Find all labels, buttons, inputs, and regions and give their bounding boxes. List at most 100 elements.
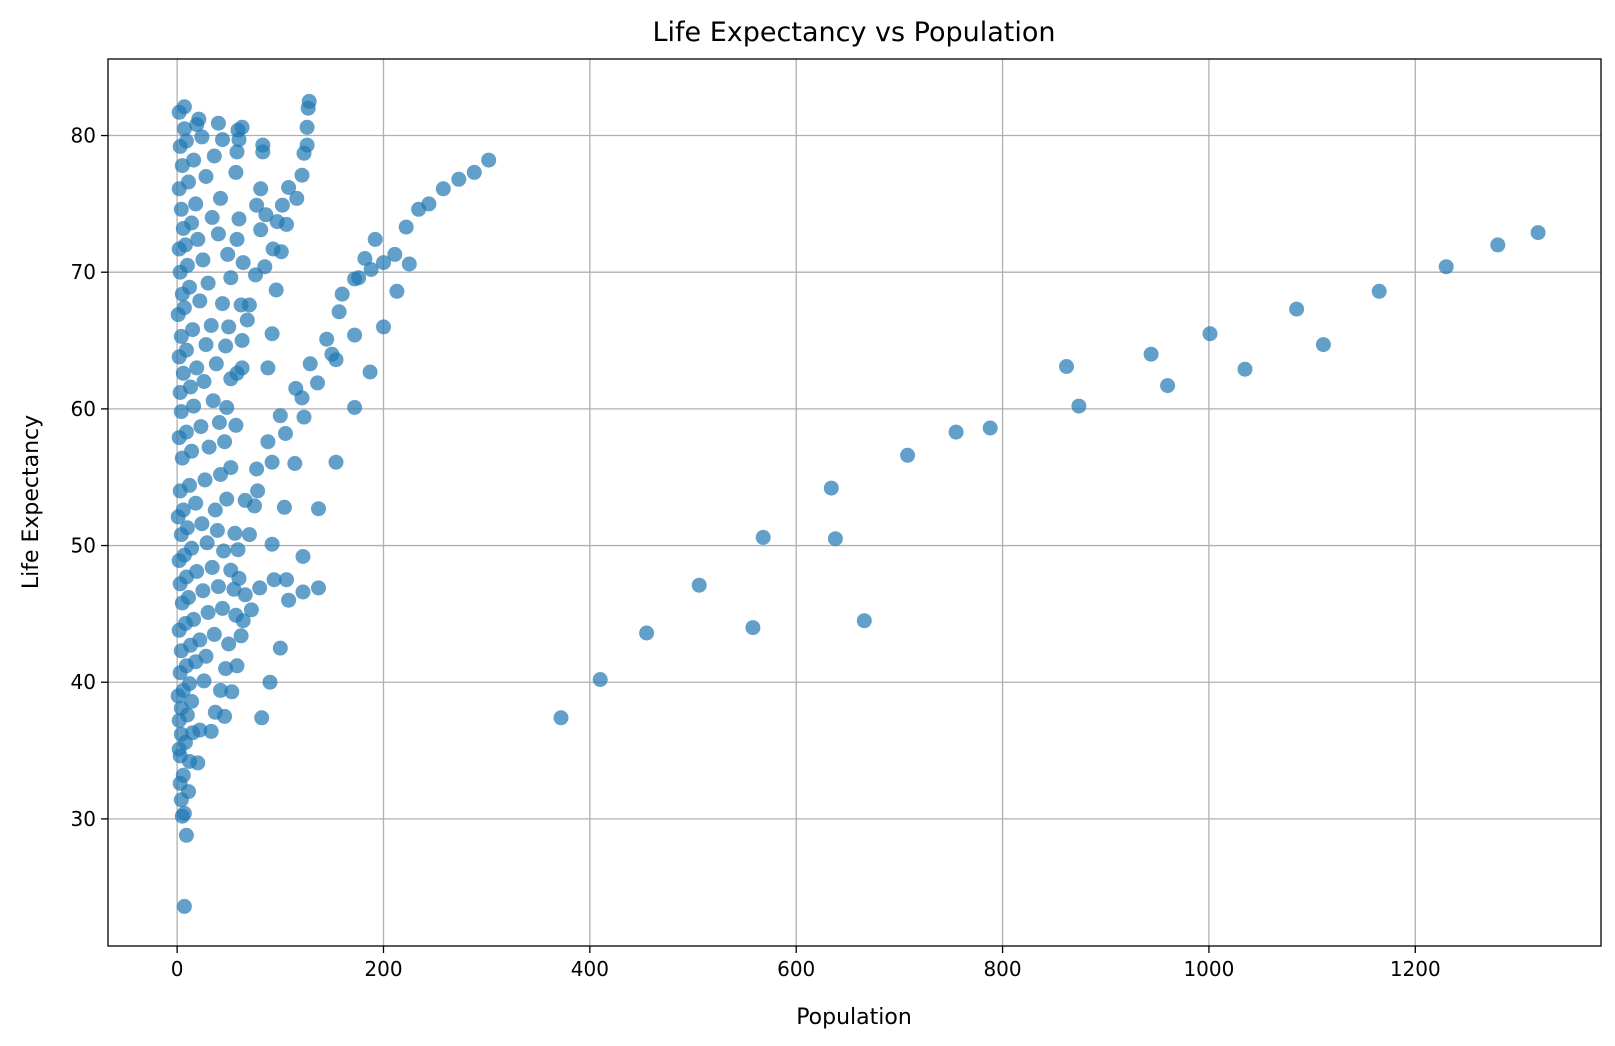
data-point — [362, 364, 378, 380]
data-point — [389, 283, 405, 299]
x-tick-label: 400 — [571, 957, 609, 981]
data-point — [215, 600, 230, 616]
data-point — [331, 304, 347, 320]
data-point — [189, 564, 205, 579]
data-point — [481, 152, 497, 168]
data-point — [186, 152, 202, 168]
data-point — [235, 613, 251, 629]
data-point — [173, 201, 189, 217]
x-tick-label: 200 — [364, 957, 402, 981]
data-point — [203, 318, 219, 333]
data-point — [247, 498, 262, 514]
data-point — [279, 216, 294, 232]
data-point — [175, 502, 191, 518]
data-point — [195, 252, 211, 268]
data-point — [1438, 259, 1454, 275]
data-point — [231, 570, 247, 586]
data-point — [398, 219, 414, 235]
data-point — [218, 661, 234, 677]
data-point — [237, 587, 253, 603]
data-point — [982, 420, 998, 436]
data-point — [182, 676, 197, 692]
data-point — [207, 502, 223, 518]
data-point — [249, 197, 265, 213]
data-point — [200, 275, 216, 291]
data-point — [311, 501, 326, 517]
data-point — [302, 356, 318, 372]
data-point — [206, 626, 222, 642]
data-point — [210, 115, 226, 131]
data-point — [201, 439, 217, 455]
data-point — [205, 393, 221, 409]
x-tick-label: 600 — [777, 957, 815, 981]
data-point — [178, 342, 194, 358]
data-point — [231, 211, 247, 227]
y-tick-label: 40 — [71, 670, 96, 694]
data-point — [328, 352, 344, 368]
y-tick-label: 70 — [71, 260, 96, 284]
data-point — [250, 483, 266, 499]
data-point — [294, 167, 310, 183]
data-point — [203, 723, 219, 739]
data-point — [213, 682, 228, 698]
data-point — [210, 579, 226, 595]
data-point — [451, 171, 467, 187]
data-point — [948, 424, 964, 440]
data-point — [194, 516, 210, 532]
data-point — [745, 620, 761, 636]
data-point — [1289, 301, 1305, 317]
data-point — [376, 319, 391, 335]
data-point — [181, 174, 196, 190]
data-point — [823, 480, 839, 496]
data-point — [209, 523, 225, 538]
data-point — [219, 400, 235, 415]
data-point — [174, 158, 190, 174]
data-point — [253, 222, 269, 238]
data-point — [211, 415, 227, 430]
y-tick-label: 50 — [71, 534, 96, 558]
data-point — [856, 613, 872, 629]
data-point — [184, 443, 200, 459]
data-point — [255, 137, 271, 153]
data-point — [220, 246, 236, 262]
y-axis-label: Life Expectancy — [19, 415, 44, 589]
y-tick-label: 60 — [71, 397, 96, 421]
data-point — [196, 673, 212, 689]
data-point — [363, 262, 379, 277]
data-point — [239, 312, 255, 328]
data-point — [197, 472, 213, 488]
data-point — [900, 447, 916, 463]
data-point — [215, 296, 230, 312]
data-point — [1160, 378, 1176, 394]
data-point — [206, 148, 222, 164]
data-point — [178, 827, 194, 843]
data-point — [230, 542, 246, 558]
data-point — [319, 331, 335, 347]
data-point — [229, 144, 245, 160]
data-point — [223, 460, 239, 476]
data-point — [217, 434, 233, 450]
data-point — [199, 535, 215, 551]
data-point — [229, 658, 245, 674]
x-tick-label: 1000 — [1183, 957, 1234, 981]
data-point — [295, 584, 311, 600]
data-point — [347, 400, 363, 415]
data-point — [188, 196, 204, 212]
data-point — [1315, 337, 1331, 353]
data-point — [176, 898, 192, 914]
data-point — [200, 605, 216, 620]
data-point — [192, 632, 208, 648]
data-point — [198, 648, 214, 664]
plot-frame — [107, 58, 1602, 947]
data-point — [193, 419, 209, 435]
data-point — [192, 293, 208, 309]
data-point — [827, 531, 843, 547]
data-point — [260, 360, 276, 376]
data-point — [273, 244, 289, 260]
data-point — [196, 374, 212, 389]
data-point — [221, 319, 237, 335]
data-point — [272, 408, 288, 424]
x-tick-label: 0 — [171, 957, 184, 981]
